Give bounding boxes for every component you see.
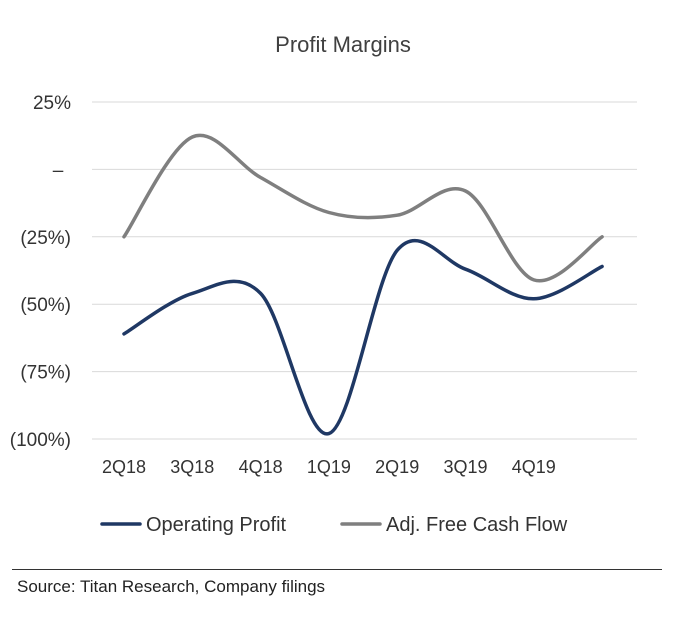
y-tick-label: (50%) — [20, 295, 71, 316]
series-lines — [122, 133, 604, 436]
legend-label-operating-profit: Operating Profit — [146, 514, 287, 536]
x-tick-label: 1Q19 — [307, 457, 351, 477]
grid-lines — [92, 101, 637, 440]
y-tick-label: – — [53, 160, 64, 181]
x-axis-tick-labels: 2Q18 3Q18 4Q18 1Q19 2Q19 3Q19 4Q19 — [102, 457, 556, 477]
series-line-adj-free-cash-flow — [122, 133, 604, 283]
y-tick-label: (25%) — [20, 228, 71, 249]
x-tick-label: 4Q19 — [512, 457, 556, 477]
source-note: Source: Titan Research, Company filings — [17, 577, 326, 596]
y-tick-label: (75%) — [20, 363, 71, 384]
x-tick-label: 3Q18 — [170, 457, 214, 477]
legend-label-adj-free-cash-flow: Adj. Free Cash Flow — [386, 514, 568, 536]
y-tick-label: 25% — [33, 93, 71, 114]
series-line-operating-profit — [122, 238, 604, 436]
source-divider — [12, 569, 662, 570]
y-tick-label: (100%) — [10, 430, 71, 451]
x-tick-label: 2Q19 — [375, 457, 419, 477]
profit-margins-chart: Profit Margins 25% – (25%) (50%) (75%) (100%)… — [10, 32, 637, 536]
x-tick-label: 2Q18 — [102, 457, 146, 477]
x-tick-label: 3Q19 — [443, 457, 487, 477]
x-tick-label: 4Q18 — [239, 457, 283, 477]
y-axis-tick-labels: 25% – (25%) (50%) (75%) (100%) — [10, 93, 71, 451]
chart-title: Profit Margins — [275, 32, 411, 57]
legend: Operating Profit Adj. Free Cash Flow — [100, 514, 568, 536]
